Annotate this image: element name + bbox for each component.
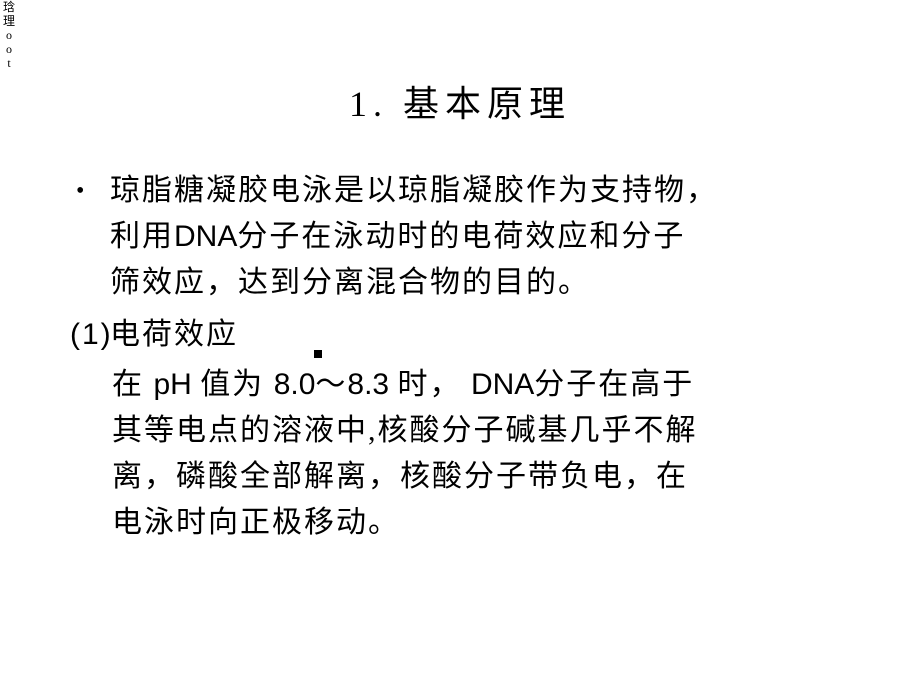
text-line: 利用 (110, 220, 174, 253)
slide: 琀 理 o o t 1. 基本原理 • 琼脂糖凝胶电泳是以琼脂凝胶作为支持物， … (0, 0, 920, 690)
text-line: 离，磷酸全部解离，核酸分子带负电，在 (112, 460, 688, 493)
text-latin: 8.0 (274, 368, 316, 401)
text-line: 分子在泳动时的电荷效应和分子 (237, 220, 685, 253)
slide-title: 1. 基本原理 (0, 75, 920, 127)
text-tilde: ～ (315, 368, 347, 401)
edge-char: t (0, 56, 18, 70)
sub-item-label: (1) (70, 312, 110, 358)
edge-cropped-text: 琀 理 o o t (0, 0, 18, 70)
text-line: 琼脂糖凝胶电泳是以琼脂凝胶作为支持物， (110, 174, 718, 207)
sub-item-1: (1) 电荷效应 (70, 312, 860, 358)
text-latin: DNA (471, 368, 534, 401)
bullet-item: • 琼脂糖凝胶电泳是以琼脂凝胶作为支持物， 利用DNA分子在泳动时的电荷效应和分… (70, 168, 860, 306)
text-line: 值为 (200, 368, 274, 401)
text-line: 筛效应，达到分离混合物的目的。 (110, 266, 590, 299)
edge-char: 琀 (0, 0, 18, 14)
edge-char: 理 (0, 14, 18, 28)
text-latin: DNA (174, 220, 237, 253)
edge-char: o (0, 28, 18, 42)
text-line: 分子在高于 (534, 368, 694, 401)
slide-body: • 琼脂糖凝胶电泳是以琼脂凝胶作为支持物， 利用DNA分子在泳动时的电荷效应和分… (70, 168, 860, 546)
text-latin: 8.3 (347, 368, 397, 401)
bullet-marker: • (70, 168, 110, 306)
sub-paragraph: 在 pH 值为 8.0～8.3 时， DNA分子在高于 其等电点的溶液中,核酸分… (112, 362, 860, 546)
center-marker (314, 350, 322, 358)
text-line: 在 (112, 368, 154, 401)
text-latin: pH (154, 368, 201, 401)
text-line: 时， (397, 368, 471, 401)
bullet-text: 琼脂糖凝胶电泳是以琼脂凝胶作为支持物， 利用DNA分子在泳动时的电荷效应和分子 … (110, 168, 860, 306)
text-line: 电泳时向正极移动。 (112, 506, 400, 539)
edge-char: o (0, 42, 18, 56)
text-line: 其等电点的溶液中,核酸分子碱基几乎不解 (112, 414, 698, 447)
sub-item-text: 电荷效应 (110, 312, 860, 358)
